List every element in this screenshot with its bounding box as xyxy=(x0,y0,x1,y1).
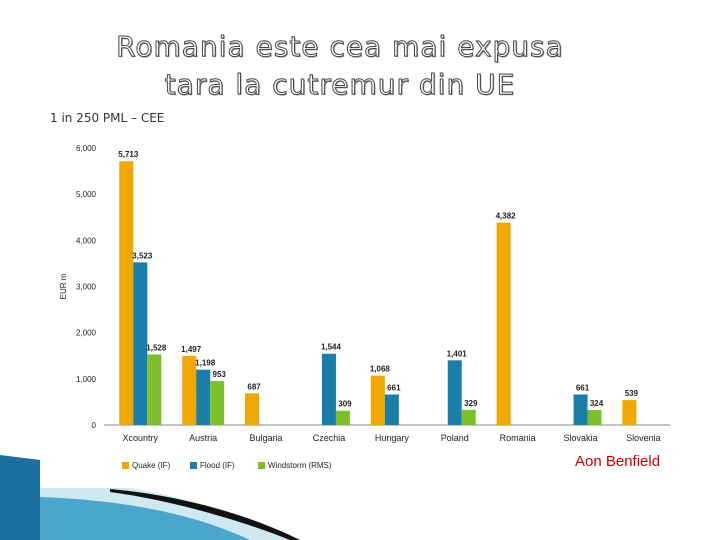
x-tick-label: Austria xyxy=(189,433,217,443)
y-axis-label: EUR m xyxy=(59,273,68,299)
bar xyxy=(496,222,511,425)
axes: 0 1,000 2,000 3,000 4,000 5,000 6,000 EUR m Xcou… xyxy=(59,144,670,443)
bars-group: 5,713 3,523 1,528 1,497 1,198 953 687 1,544 309 1… xyxy=(118,150,639,426)
bar xyxy=(182,355,197,425)
data-label: 1,497 xyxy=(181,345,202,354)
data-label: 3,523 xyxy=(132,251,153,260)
y-tick-label: 4,000 xyxy=(76,236,97,245)
data-label: 324 xyxy=(590,399,604,408)
data-label: 309 xyxy=(338,400,352,409)
data-label: 661 xyxy=(576,383,590,392)
bar xyxy=(461,409,476,425)
legend: Quake (IF) Flood (IF) Windstorm (RMS) xyxy=(122,461,332,470)
bar xyxy=(370,375,385,425)
bar xyxy=(573,394,588,425)
bar xyxy=(587,410,602,425)
data-label: 4,382 xyxy=(496,212,517,221)
bar xyxy=(196,369,211,425)
source-credit: Aon Benfield xyxy=(575,453,661,470)
decorative-swoosh xyxy=(0,455,300,540)
bar xyxy=(384,394,399,425)
y-tick-label: 6,000 xyxy=(76,144,97,153)
data-label: 953 xyxy=(213,370,227,379)
x-tick-label: Poland xyxy=(441,433,469,443)
data-label: 687 xyxy=(247,382,261,391)
bar xyxy=(133,262,148,425)
bar xyxy=(245,393,260,425)
legend-swatch xyxy=(190,462,197,469)
slide-title: Romania este cea mai expusa tara la cutr… xyxy=(60,28,620,104)
legend-label: Quake (IF) xyxy=(132,461,171,470)
bar xyxy=(335,410,350,425)
bar xyxy=(119,161,134,426)
data-label: 1,401 xyxy=(447,349,468,358)
bar xyxy=(147,354,162,425)
y-tick-label: 5,000 xyxy=(76,190,97,199)
data-label: 1,198 xyxy=(195,359,216,368)
x-tick-label: Romania xyxy=(500,433,536,443)
y-tick-label: 3,000 xyxy=(76,283,97,292)
title-line-2: tara la cutremur din UE xyxy=(164,68,516,102)
data-label: 1,544 xyxy=(321,343,342,352)
data-label: 661 xyxy=(387,383,401,392)
data-label: 1,528 xyxy=(146,343,167,352)
legend-swatch xyxy=(258,462,265,469)
x-tick-label: Slovakia xyxy=(564,433,598,443)
y-tick-label: 2,000 xyxy=(76,329,97,338)
bar xyxy=(622,400,637,425)
data-label: 5,713 xyxy=(118,150,139,159)
y-tick-label: 0 xyxy=(92,421,97,430)
data-label: 329 xyxy=(464,399,478,408)
data-label: 539 xyxy=(625,389,639,398)
title-line-1: Romania este cea mai expusa xyxy=(116,30,564,64)
x-tick-label: Czechia xyxy=(313,433,346,443)
legend-label: Flood (IF) xyxy=(200,461,235,470)
data-label: 1,068 xyxy=(370,365,391,374)
x-tick-label: Bulgaria xyxy=(250,433,283,443)
x-tick-label: Hungary xyxy=(375,433,410,443)
legend-label: Windstorm (RMS) xyxy=(268,461,332,470)
chart-subtitle: 1 in 250 PML – CEE xyxy=(50,111,165,125)
y-tick-label: 1,000 xyxy=(76,375,97,384)
bar xyxy=(321,353,336,425)
bar xyxy=(447,360,462,425)
bar xyxy=(210,381,225,425)
legend-swatch xyxy=(122,462,129,469)
x-tick-label: Slovenia xyxy=(626,433,661,443)
x-tick-label: Xcountry xyxy=(123,433,159,443)
